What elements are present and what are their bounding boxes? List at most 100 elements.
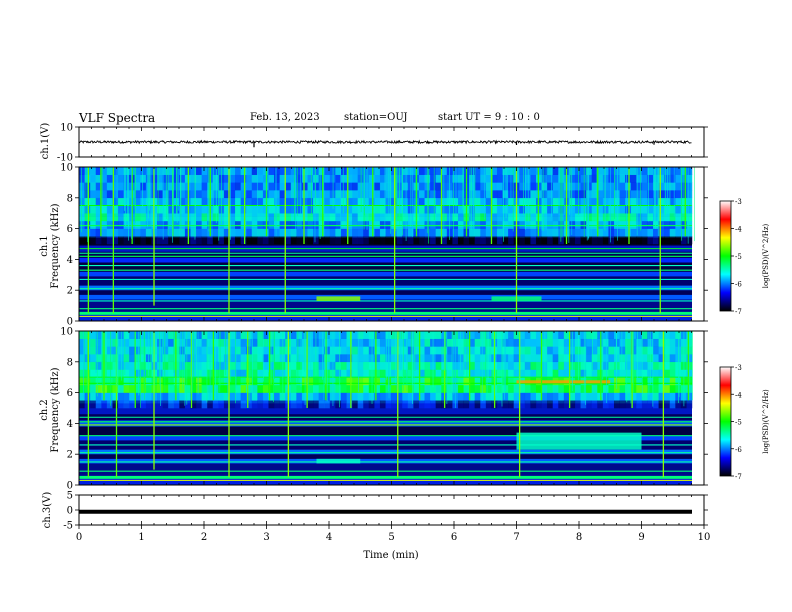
spectrogram-cell <box>430 174 436 183</box>
spectrogram-cell <box>569 213 576 222</box>
spectrogram-cell <box>636 338 643 347</box>
spectrogram-cell <box>296 400 303 409</box>
spectrogram-cell <box>502 400 509 409</box>
spectrogram-cell <box>257 197 264 206</box>
spectrogram-cell <box>229 197 236 206</box>
spectrogram-cell <box>686 213 693 222</box>
spectrogram-cell <box>112 331 119 339</box>
spectrogram-cell <box>268 190 275 199</box>
spectrogram-cell <box>274 392 280 401</box>
spectrogram-cell <box>446 377 453 386</box>
spectrogram-cell <box>118 338 124 347</box>
spectrogram-cell <box>569 236 576 245</box>
spectrogram-cell <box>480 182 487 191</box>
spectrogram-cell <box>246 361 253 370</box>
spectrogram-cell <box>530 369 537 378</box>
spectrogram-cell <box>335 182 342 191</box>
spectrogram-cell <box>140 392 147 401</box>
spectrogram-cell <box>652 220 659 229</box>
spectrogram-cell <box>519 236 526 245</box>
spectrogram-cell <box>279 213 286 222</box>
spectrogram-band <box>79 475 692 479</box>
spectrogram-cell <box>413 236 420 245</box>
spectrogram-cell <box>235 346 241 355</box>
spectrogram-cell <box>318 220 325 229</box>
spectrogram-cell <box>547 338 553 347</box>
spectrogram-cell <box>162 220 169 229</box>
spectrogram-cell <box>168 182 175 191</box>
spectrogram-cell <box>625 197 631 206</box>
spectrogram-cell <box>541 228 548 237</box>
spectrogram-cell <box>374 384 381 393</box>
spectrogram-cell <box>257 400 264 409</box>
spectrogram-cell <box>602 361 609 370</box>
spectrogram-cell <box>101 228 108 237</box>
spectrogram-cell <box>79 236 85 245</box>
spectrogram-cell <box>240 369 247 378</box>
spectrogram-cell <box>106 236 113 245</box>
spectrogram-cell <box>168 400 175 409</box>
spectrogram-cell <box>602 369 609 378</box>
spectrogram-cell <box>262 167 269 175</box>
spectrogram-cell <box>385 205 392 214</box>
spectrogram-cell <box>558 338 565 347</box>
spectrogram-cell <box>435 377 442 386</box>
spectrogram-cell <box>552 197 559 206</box>
spectrogram-cell <box>630 228 637 237</box>
spectrogram-cell <box>574 213 581 222</box>
spectrogram-cell <box>318 197 325 206</box>
spectrogram-cell <box>274 361 280 370</box>
spectrogram-cell <box>519 400 526 409</box>
spectrogram-cell <box>547 369 553 378</box>
spectrogram-cell <box>686 197 693 206</box>
spectrogram-cell <box>357 174 364 183</box>
spectrogram-cell <box>340 331 347 339</box>
spectrogram-cell <box>240 331 247 339</box>
spectrogram-cell <box>574 361 581 370</box>
spectrogram-cell <box>430 392 436 401</box>
spectrogram-cell <box>357 331 364 339</box>
spectrogram-cell <box>686 236 693 245</box>
spectrogram-cell <box>647 392 654 401</box>
spectrogram-cell <box>480 354 487 363</box>
spectrogram-cell <box>402 400 409 409</box>
spectrogram-cell <box>519 220 526 229</box>
spectrogram-cell <box>363 338 370 347</box>
spectrogram-cell <box>346 392 353 401</box>
spectrogram-cell <box>134 167 141 175</box>
spectrogram-cell <box>524 331 531 339</box>
spectrogram-cell <box>95 197 102 206</box>
spectrogram-cell <box>329 213 336 222</box>
spectrogram-cell <box>469 377 475 386</box>
spectrogram-cell <box>636 384 643 393</box>
spectrogram-cell <box>508 377 514 386</box>
spectrogram-cell <box>173 346 180 355</box>
spectrogram-cell <box>157 354 163 363</box>
spectrogram-cell <box>223 338 230 347</box>
spectrogram-cell <box>452 220 459 229</box>
spectrogram-cell <box>335 400 342 409</box>
spectrogram-cell <box>574 205 581 214</box>
spectrogram-cell <box>669 331 676 339</box>
spectrogram-cell <box>597 384 604 393</box>
spectrogram-cell <box>491 190 498 199</box>
spectrogram-cell <box>196 384 202 393</box>
spectrogram-cell <box>379 369 386 378</box>
spectrogram-cell <box>524 346 531 355</box>
spectrogram-cell <box>597 174 604 183</box>
spectrogram-cell <box>474 384 481 393</box>
spectrogram-cell <box>686 182 693 191</box>
spectrogram-cell <box>307 213 314 222</box>
spectrogram-cell <box>374 197 381 206</box>
spectrogram-cell <box>346 331 353 339</box>
spectrogram-cell <box>530 236 537 245</box>
spectrogram-cell <box>246 213 253 222</box>
spectrogram-cell <box>257 331 264 339</box>
spectrogram-cell <box>268 220 275 229</box>
spectrogram-cell <box>212 236 219 245</box>
spectrogram-cell <box>452 228 459 237</box>
spectrogram-cell <box>602 167 609 175</box>
spectrogram-cell <box>79 167 85 175</box>
spectrogram-cell <box>235 220 241 229</box>
spectrogram-cell <box>363 190 370 199</box>
